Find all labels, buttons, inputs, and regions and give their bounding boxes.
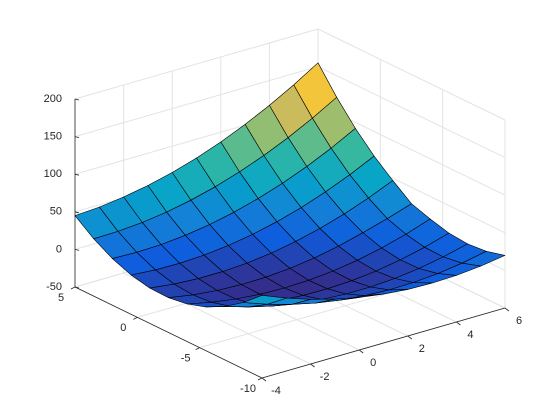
y-axis: [74, 286, 263, 379]
x-tick-label: -2: [320, 371, 330, 383]
z-tick-label: 100: [44, 168, 62, 180]
y-tick: [133, 316, 138, 320]
z-tick-label: 50: [50, 206, 62, 218]
x-tick-label: 6: [516, 315, 522, 327]
z-tick-label: 200: [44, 93, 62, 105]
grid-line: [74, 66, 319, 138]
grid-line: [317, 66, 506, 159]
grid-line: [74, 28, 319, 100]
y-tick-label: -5: [181, 353, 191, 365]
y-tick-label: 5: [58, 292, 64, 304]
y-tick: [195, 347, 200, 351]
y-tick: [70, 286, 76, 290]
x-tick-label: 2: [419, 343, 425, 355]
grid-line: [317, 28, 506, 121]
z-tick-label: -50: [46, 281, 62, 293]
x-tick-label: 0: [370, 357, 376, 369]
x-tick: [456, 321, 461, 326]
z-tick-label: 0: [56, 243, 62, 255]
z-tick: [74, 98, 80, 101]
z-tick: [74, 249, 80, 251]
z-tick: [74, 286, 80, 289]
y-tick-label: 0: [120, 322, 126, 334]
x-tick: [358, 349, 364, 354]
x-tick: [407, 335, 413, 340]
x-tick: [504, 307, 510, 312]
surface-patch: [243, 294, 287, 305]
x-tick: [261, 377, 267, 382]
x-tick-label: -4: [271, 385, 281, 397]
x-tick-label: 4: [467, 329, 473, 341]
y-tick-label: -10: [240, 383, 256, 395]
z-tick-label: 150: [44, 131, 62, 143]
z-tick: [74, 173, 80, 176]
z-tick: [74, 211, 80, 214]
y-tick: [257, 377, 263, 381]
x-axis: [261, 307, 506, 379]
x-tick: [310, 363, 315, 368]
z-tick: [74, 136, 80, 138]
